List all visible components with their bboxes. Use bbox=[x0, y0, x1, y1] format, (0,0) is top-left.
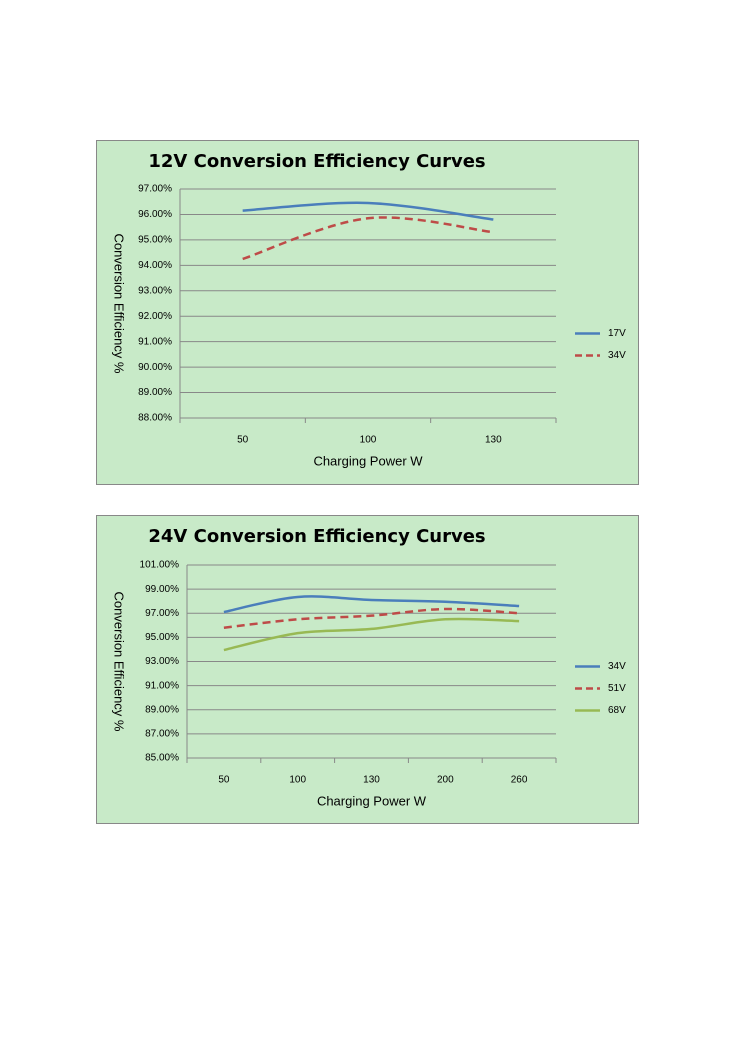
x-axis-title: Charging Power W bbox=[313, 453, 423, 468]
series-line bbox=[223, 595, 520, 614]
chart-title: 12V Conversion Efficiency Curves bbox=[148, 151, 485, 172]
series-line bbox=[242, 201, 494, 221]
y-tick-label: 94.00% bbox=[138, 260, 172, 271]
y-tick-label: 88.00% bbox=[138, 413, 172, 424]
x-tick-label: 130 bbox=[485, 435, 502, 446]
x-tick-label: 200 bbox=[437, 775, 454, 786]
y-tick-label: 97.00% bbox=[138, 184, 172, 195]
y-tick-label: 96.00% bbox=[138, 209, 172, 220]
y-tick-label: 95.00% bbox=[138, 235, 172, 246]
series-line bbox=[242, 216, 494, 261]
x-tick-label: 260 bbox=[511, 775, 528, 786]
legend-label: 17V bbox=[608, 328, 626, 339]
y-tick-label: 89.00% bbox=[145, 704, 179, 715]
series-line bbox=[223, 607, 520, 629]
series-line bbox=[223, 617, 520, 652]
y-axis-title: Conversion Efficiency % bbox=[112, 234, 127, 374]
y-tick-label: 91.00% bbox=[145, 680, 179, 691]
y-tick-label: 93.00% bbox=[138, 285, 172, 296]
y-tick-label: 87.00% bbox=[145, 729, 179, 740]
y-tick-label: 92.00% bbox=[138, 311, 172, 322]
x-axis-title: Charging Power W bbox=[317, 793, 427, 808]
x-tick-label: 130 bbox=[363, 775, 380, 786]
y-tick-label: 89.00% bbox=[138, 387, 172, 398]
legend-label: 34V bbox=[608, 350, 626, 361]
y-tick-label: 99.00% bbox=[145, 584, 179, 595]
y-tick-label: 90.00% bbox=[138, 362, 172, 373]
legend-label: 68V bbox=[608, 705, 626, 716]
legend-label: 51V bbox=[608, 683, 626, 694]
x-tick-label: 50 bbox=[237, 435, 249, 446]
y-tick-label: 97.00% bbox=[145, 608, 179, 619]
chart-frame bbox=[96, 140, 639, 485]
y-axis-title: Conversion Efficiency % bbox=[112, 592, 127, 732]
y-tick-label: 91.00% bbox=[138, 336, 172, 347]
x-tick-label: 100 bbox=[289, 775, 306, 786]
y-tick-label: 85.00% bbox=[145, 753, 179, 764]
x-tick-label: 100 bbox=[360, 435, 377, 446]
y-tick-label: 101.00% bbox=[140, 560, 180, 571]
y-tick-label: 93.00% bbox=[145, 656, 179, 667]
y-tick-label: 95.00% bbox=[145, 632, 179, 643]
legend-label: 34V bbox=[608, 661, 626, 672]
x-tick-label: 50 bbox=[218, 775, 230, 786]
chart-title: 24V Conversion Efficiency Curves bbox=[148, 526, 485, 547]
